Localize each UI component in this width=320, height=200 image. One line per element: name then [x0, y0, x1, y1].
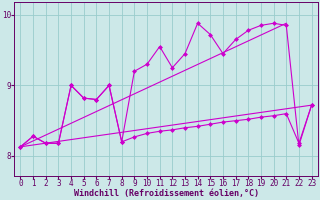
X-axis label: Windchill (Refroidissement éolien,°C): Windchill (Refroidissement éolien,°C)	[74, 189, 259, 198]
